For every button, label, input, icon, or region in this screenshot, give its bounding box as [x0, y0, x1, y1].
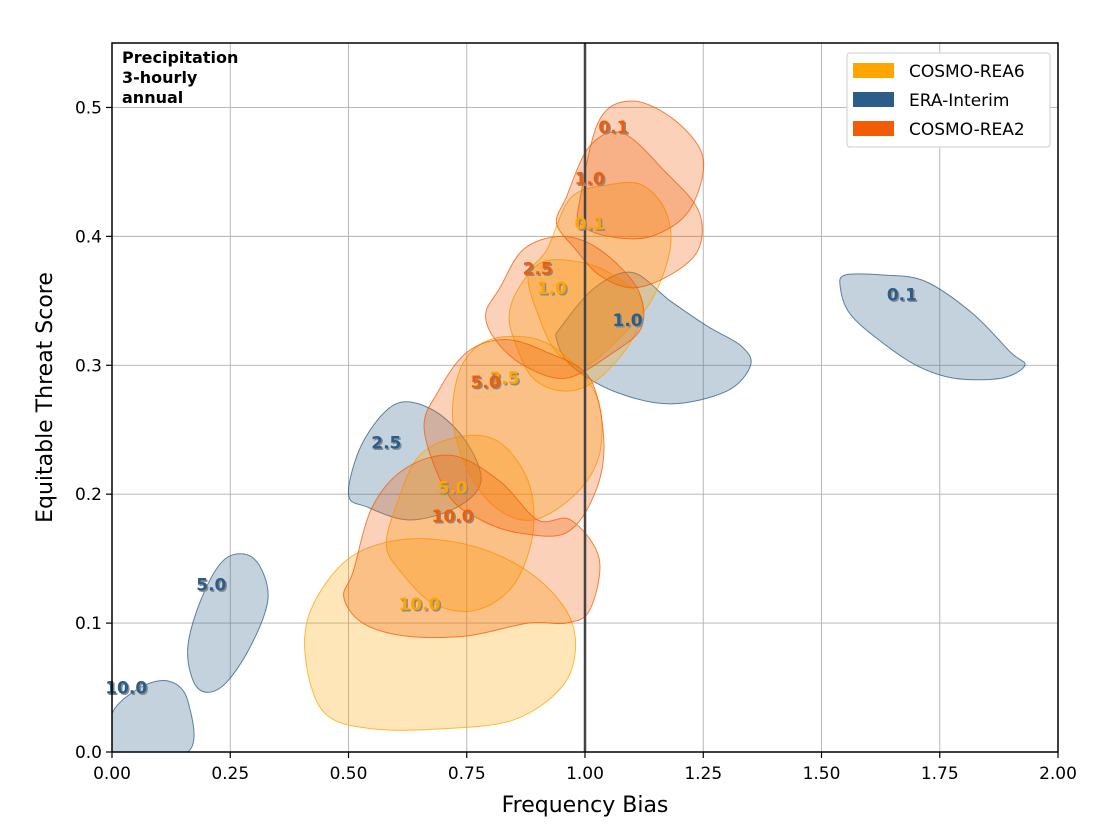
corner-note: Precipitation 3-hourly annual [122, 48, 238, 107]
label-shadow-cosmo-rea2: 10.0 [433, 509, 475, 529]
x-tick-label: 0.50 [330, 764, 368, 784]
threshold-label-cosmo-rea2: 5.0 [471, 373, 501, 393]
legend-box [846, 52, 1051, 148]
tick-layer: 0.00 0.25 0.50 0.75 1.00 1.25 1.50 1.75 2.00 0.0 0… [75, 98, 1077, 784]
label-shadow-cosmo-rea6: 10.0 [400, 596, 442, 616]
threshold-label-cosmo-rea6: 1.0 [537, 279, 567, 299]
legend-swatch-cosmo-rea6 [853, 63, 894, 78]
region-cosmo-rea2 [576, 100, 705, 240]
x-tick-label: 0.25 [211, 764, 249, 784]
region-cosmo-rea2 [555, 131, 703, 289]
x-axis-title: Frequency Bias [502, 793, 669, 818]
label-shadow-era-interim: 10.0 [107, 680, 149, 700]
threshold-label-cosmo-rea2: 2.5 [523, 260, 553, 280]
legend-swatch-era-interim [853, 92, 894, 107]
note-line-interval: 3-hourly [122, 68, 198, 87]
note-line-variable: Precipitation [122, 48, 238, 67]
note-line-period: annual [122, 88, 183, 107]
label-shadow-cosmo-rea6: 2.5 [491, 371, 521, 391]
label-shadow-cosmo-rea2: 2.5 [524, 261, 554, 281]
legend-entry-era-interim: ERA-Interim [909, 91, 1009, 111]
label-shadow-era-interim: 0.1 [888, 287, 918, 307]
legend-entry-cosmo-rea6: COSMO-REA6 [909, 62, 1025, 82]
x-tick-label: 0.75 [448, 764, 486, 784]
y-tick-label: 0.0 [75, 743, 102, 763]
y-tick-label: 0.2 [75, 485, 102, 505]
region-era-interim [555, 271, 752, 405]
label-shadow-cosmo-rea6: 0.1 [576, 216, 606, 236]
region-cosmo-rea6 [304, 538, 577, 731]
x-tick-label: 1.00 [566, 764, 604, 784]
threshold-label-era-interim: 2.5 [371, 434, 401, 454]
region-era-interim [112, 679, 195, 752]
y-tick-label: 0.5 [75, 98, 102, 118]
y-tick-label: 0.4 [75, 227, 102, 247]
region-cosmo-rea2 [423, 338, 605, 537]
threshold-label-cosmo-rea2: 10.0 [432, 507, 474, 527]
x-tick-label: 1.25 [684, 764, 722, 784]
x-tick-label: 0.00 [93, 764, 131, 784]
label-shadow-cosmo-rea6: 5.0 [439, 480, 469, 500]
threshold-label-cosmo-rea2: 1.0 [575, 169, 605, 189]
threshold-label-cosmo-rea2: 0.1 [598, 118, 628, 138]
threshold-label-cosmo-rea6: 2.5 [490, 369, 520, 389]
region-layer [112, 100, 1026, 752]
threshold-label-era-interim: 5.0 [196, 575, 226, 595]
threshold-label-era-interim: 0.1 [887, 285, 917, 305]
region-cosmo-rea2 [343, 454, 601, 639]
label-shadow-era-interim: 2.5 [373, 435, 403, 455]
x-tick-label: 1.75 [921, 764, 959, 784]
region-cosmo-rea6 [508, 259, 644, 392]
threshold-label-cosmo-rea6: 0.1 [575, 214, 605, 234]
threshold-label-cosmo-rea6: 10.0 [398, 595, 440, 615]
label-shadow-cosmo-rea6: 1.0 [538, 280, 568, 300]
x-tick-label: 1.50 [803, 764, 841, 784]
region-cosmo-rea2 [485, 235, 645, 380]
threshold-label-cosmo-rea6: 5.0 [437, 479, 467, 499]
x-tick-label: 2.00 [1039, 764, 1077, 784]
label-shadow-era-interim: 5.0 [198, 577, 228, 597]
y-axis-title: Equitable Threat Score [33, 272, 58, 523]
label-shadow-cosmo-rea2: 1.0 [576, 171, 606, 191]
label-shadow-era-interim: 1.0 [614, 313, 644, 333]
region-era-interim [839, 273, 1026, 381]
y-tick-label: 0.1 [75, 614, 102, 634]
threshold-label-era-interim: 10.0 [105, 679, 147, 699]
point-label-layer: 0.10.11.01.02.52.55.05.010.010.00.10.11.… [105, 118, 918, 700]
region-cosmo-rea6 [527, 181, 672, 367]
label-shadow-cosmo-rea2: 0.1 [600, 119, 630, 139]
label-shadow-cosmo-rea2: 5.0 [472, 375, 502, 395]
region-era-interim [187, 553, 269, 693]
threshold-label-era-interim: 1.0 [613, 311, 643, 331]
y-tick-label: 0.3 [75, 356, 102, 376]
legend-entry-cosmo-rea2: COSMO-REA2 [909, 120, 1025, 140]
legend: COSMO-REA6 ERA-Interim COSMO-REA2 [846, 52, 1051, 148]
legend-swatch-cosmo-rea2 [853, 121, 894, 136]
